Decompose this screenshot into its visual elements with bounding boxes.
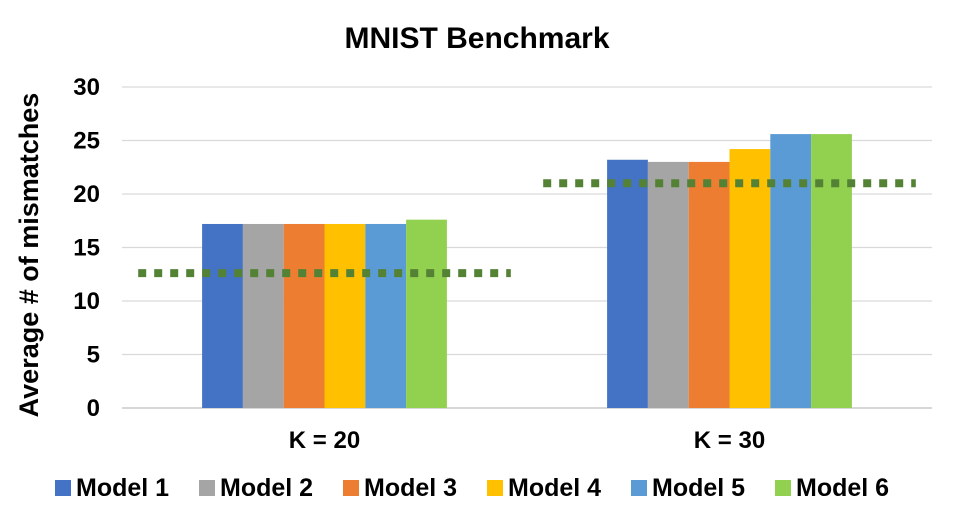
bar-model-6-1 xyxy=(811,134,852,408)
y-tick-label: 20 xyxy=(73,181,100,208)
bar-model-2-0 xyxy=(242,223,284,408)
legend-label: Model 1 xyxy=(76,474,169,502)
reference-lines xyxy=(138,179,916,278)
legend: Model 1 Model 2 Model 3 Model 4 Model 5 Model… xyxy=(55,474,889,502)
bar-model-3-1 xyxy=(688,161,730,408)
legend-label: Model 2 xyxy=(220,474,313,502)
legend-swatch xyxy=(487,480,503,496)
bar-model-1-0 xyxy=(202,223,243,408)
y-tick-label: 15 xyxy=(73,235,100,262)
category-label: K = 30 xyxy=(694,427,765,454)
y-tick-label: 25 xyxy=(73,128,100,155)
legend-swatch xyxy=(775,480,791,496)
legend-label: Model 6 xyxy=(796,474,889,502)
y-tick-label: 30 xyxy=(73,74,100,101)
y-axis-label: Average # of mismatches xyxy=(14,93,44,418)
bar-model-1-1 xyxy=(607,159,648,408)
legend-label: Model 3 xyxy=(364,474,457,502)
y-tick-labels: 0 5 10 15 20 25 30 xyxy=(73,74,100,422)
bar-model-4-0 xyxy=(324,223,366,408)
chart-title: MNIST Benchmark xyxy=(344,22,609,55)
y-tick-label: 10 xyxy=(73,288,100,315)
y-tick-label: 0 xyxy=(87,395,100,422)
bars xyxy=(202,134,852,408)
legend-label: Model 4 xyxy=(508,474,601,502)
legend-swatch xyxy=(343,480,359,496)
y-tick-label: 5 xyxy=(87,342,100,369)
bar-model-4-1 xyxy=(729,149,771,408)
bar-model-5-0 xyxy=(365,223,407,408)
legend-swatch xyxy=(199,480,215,496)
bar-model-3-0 xyxy=(283,223,325,408)
bar-model-6-0 xyxy=(406,219,447,408)
legend-swatch xyxy=(631,480,647,496)
bar-model-2-1 xyxy=(647,161,689,408)
bar-model-5-1 xyxy=(770,134,812,408)
legend-swatch xyxy=(55,480,71,496)
category-label: K = 20 xyxy=(289,427,360,454)
legend-label: Model 5 xyxy=(652,474,745,502)
category-labels: K = 20 K = 30 xyxy=(289,427,765,454)
